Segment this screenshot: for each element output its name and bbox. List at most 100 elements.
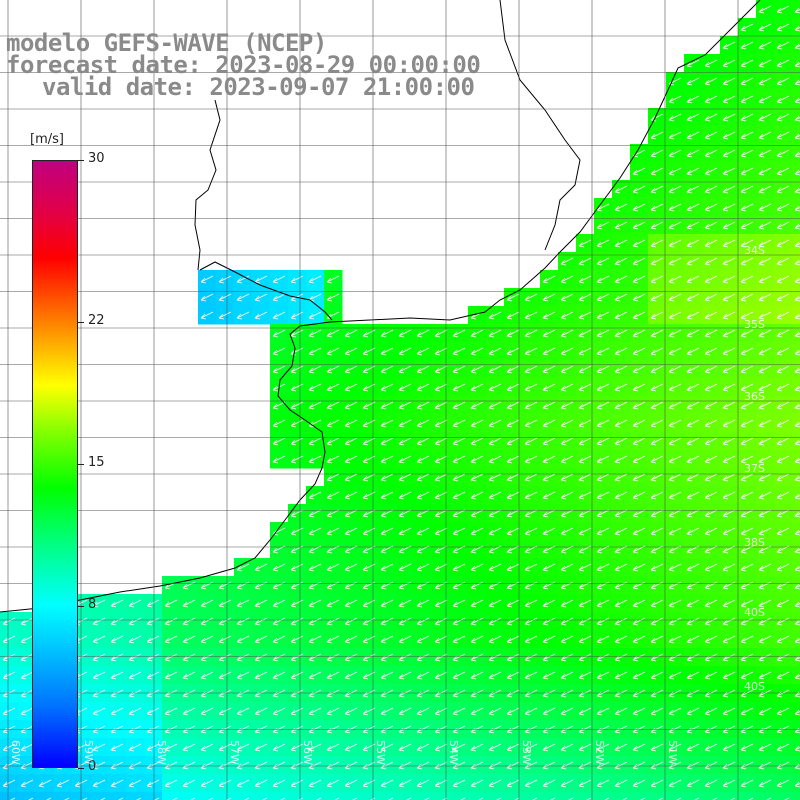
wind-arrow xyxy=(668,707,682,716)
wind-speed-cell xyxy=(108,792,127,800)
wind-arrow xyxy=(524,725,538,734)
wind-arrow xyxy=(434,725,448,734)
wind-arrow xyxy=(668,743,682,752)
wind-arrow xyxy=(650,347,664,356)
wind-arrow xyxy=(434,347,448,356)
wind-arrow xyxy=(758,725,772,734)
wind-arrow xyxy=(758,203,772,212)
wind-arrow xyxy=(618,797,628,800)
wind-arrow xyxy=(128,725,142,734)
wind-arrow xyxy=(200,671,214,680)
wind-arrow xyxy=(758,77,772,86)
wind-arrow xyxy=(632,203,646,212)
wind-arrow xyxy=(470,347,484,356)
wind-arrow xyxy=(690,797,700,800)
wind-arrow xyxy=(128,599,142,608)
wind-arrow xyxy=(560,617,574,626)
wind-arrow xyxy=(416,635,430,644)
wind-speed-cell xyxy=(792,252,800,271)
wind-arrow xyxy=(668,95,682,104)
wind-arrow xyxy=(128,707,142,716)
wind-arrow xyxy=(650,131,664,140)
wind-arrow xyxy=(686,455,700,464)
wind-arrow xyxy=(218,725,232,734)
wind-arrow xyxy=(510,797,520,800)
wind-arrow xyxy=(596,401,610,410)
wind-speed-cell xyxy=(198,792,217,800)
wind-arrow xyxy=(758,743,772,752)
wind-arrow xyxy=(272,635,286,644)
wind-arrow xyxy=(794,187,800,194)
longitude-label: 51W xyxy=(666,740,679,765)
wind-arrow xyxy=(686,779,700,788)
wind-arrow xyxy=(470,365,484,374)
wind-arrow xyxy=(762,797,772,800)
wind-arrow xyxy=(326,617,340,626)
wind-arrow xyxy=(542,437,556,446)
wind-arrow xyxy=(326,635,340,644)
wind-arrow xyxy=(614,455,628,464)
wind-arrow xyxy=(722,113,736,122)
wind-arrow xyxy=(434,473,448,482)
wind-arrow xyxy=(776,311,790,320)
wind-arrow xyxy=(578,491,592,500)
wind-arrow xyxy=(128,743,142,752)
wind-arrow xyxy=(704,419,718,428)
wind-arrow xyxy=(470,563,484,572)
wind-arrow xyxy=(582,797,592,800)
wind-arrow xyxy=(614,383,628,392)
wind-arrow xyxy=(272,563,286,572)
wind-arrow xyxy=(164,635,178,644)
wind-arrow xyxy=(758,185,772,194)
wind-arrow xyxy=(578,581,592,590)
wind-arrow xyxy=(596,203,610,212)
wind-arrow xyxy=(614,257,628,266)
wind-arrow xyxy=(578,275,592,284)
latitude-label: 40S xyxy=(744,606,765,619)
wind-arrow xyxy=(794,205,800,212)
wind-arrow xyxy=(632,743,646,752)
wind-arrow xyxy=(416,455,430,464)
wind-speed-cell xyxy=(792,432,800,451)
wind-arrow xyxy=(542,635,556,644)
wind-arrow xyxy=(506,743,520,752)
wind-arrow xyxy=(794,421,800,428)
wind-arrow xyxy=(488,329,502,338)
wind-arrow xyxy=(380,671,394,680)
wind-arrow xyxy=(542,383,556,392)
wind-arrow xyxy=(776,707,790,716)
wind-arrow xyxy=(326,473,340,482)
wind-speed-cell xyxy=(792,378,800,397)
wind-arrow xyxy=(150,797,160,800)
wind-arrow xyxy=(326,275,340,284)
wind-arrow xyxy=(722,599,736,608)
wind-arrow xyxy=(240,797,250,800)
wind-arrow xyxy=(506,329,520,338)
wind-arrow xyxy=(92,779,106,788)
wind-arrow xyxy=(470,401,484,410)
wind-arrow xyxy=(506,779,520,788)
wind-arrow xyxy=(506,581,520,590)
wind-arrow xyxy=(740,257,754,266)
wind-arrow xyxy=(326,437,340,446)
wind-arrow xyxy=(398,743,412,752)
wind-arrow xyxy=(578,293,592,302)
wind-arrow xyxy=(794,727,800,734)
wind-arrow xyxy=(200,311,214,320)
wind-arrow xyxy=(434,509,448,518)
wind-arrow xyxy=(758,473,772,482)
wind-arrow xyxy=(330,797,340,800)
wind-arrow xyxy=(276,797,286,800)
wind-arrow xyxy=(650,293,664,302)
wind-arrow xyxy=(560,257,574,266)
wind-arrow xyxy=(434,779,448,788)
wind-arrow xyxy=(524,509,538,518)
wind-speed-cell xyxy=(36,792,55,800)
wind-arrow xyxy=(434,419,448,428)
wind-arrow xyxy=(290,617,304,626)
wind-arrow xyxy=(722,293,736,302)
wind-speed-cell xyxy=(468,792,487,800)
wind-arrow xyxy=(560,293,574,302)
wind-arrow xyxy=(542,419,556,428)
wind-arrow xyxy=(218,311,232,320)
